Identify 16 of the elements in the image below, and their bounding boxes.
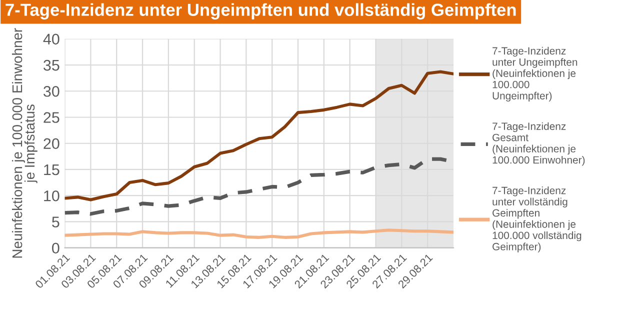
y-tick-label: 0 xyxy=(52,242,60,254)
legend-label: 7-Tage-Inzidenz unter vollständig Geimpften (Neuinfektionen je 100.000 vollständig Geimpfter) xyxy=(492,186,582,252)
y-tick-label: 10 xyxy=(44,190,60,202)
line-series xyxy=(64,228,454,239)
y-axis-title: Neuinfektionen je 100.000 Einwohner je Impfstatus xyxy=(12,28,38,258)
legend-label: 7-Tage-Inzidenz Gesamt (Neuinfektionen je 100.000 Einwohner) xyxy=(492,122,585,166)
line-series xyxy=(64,70,454,202)
y-tick-label: 5 xyxy=(52,216,60,228)
y-tick-label: 15 xyxy=(44,164,60,176)
legend-label: 7-Tage-Inzidenz unter Ungeimpften (Neuinfektionen je 100.000 Ungeimpfter) xyxy=(492,46,578,102)
y-tick-label: 40 xyxy=(43,34,60,45)
y-tick-label: 30 xyxy=(44,86,60,97)
y-tick-label: 25 xyxy=(44,112,60,123)
y-tick-label: 35 xyxy=(44,60,60,71)
chart-title: 7-Tage-Inzidenz unter Ungeimpften und vollständig Geimpften xyxy=(6,3,516,20)
y-tick-label: 20 xyxy=(44,138,60,150)
